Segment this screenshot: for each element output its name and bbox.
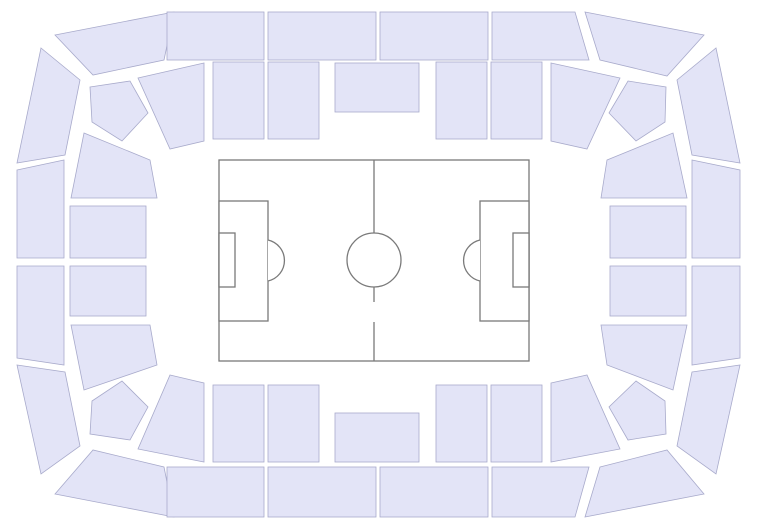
section-upper-top-corner-right[interactable] <box>584 11 705 77</box>
section-upper-bottom-2[interactable] <box>267 466 377 518</box>
section-upper-bottom-4[interactable] <box>491 466 590 518</box>
section-lower-top-3[interactable] <box>435 61 488 140</box>
section-lower-top-corner-left-b[interactable] <box>137 62 205 150</box>
section-lower-left-4[interactable] <box>70 324 158 391</box>
section-upper-right-4[interactable] <box>676 364 741 475</box>
centre-circle <box>346 232 402 288</box>
goal-area-right <box>512 232 530 288</box>
penalty-arc-left <box>267 239 286 282</box>
section-lower-top-corner-right-a[interactable] <box>608 80 667 142</box>
section-upper-left-2[interactable] <box>16 159 65 259</box>
section-lower-bottom-2[interactable] <box>267 384 320 463</box>
section-lower-bottom-4[interactable] <box>490 384 543 463</box>
section-lower-bottom-corner-left-a[interactable] <box>89 380 149 441</box>
section-upper-bottom-3[interactable] <box>379 466 489 518</box>
section-upper-top-corner-left[interactable] <box>54 11 175 76</box>
section-lower-left-1[interactable] <box>70 132 158 199</box>
section-upper-right-1[interactable] <box>676 47 741 164</box>
section-lower-bottom-corner-left-b[interactable] <box>137 374 205 463</box>
section-lower-right-2[interactable] <box>609 205 687 259</box>
section-lower-top-corner-left-a[interactable] <box>89 80 149 142</box>
section-upper-top-3[interactable] <box>379 11 489 61</box>
section-upper-right-3[interactable] <box>691 265 741 366</box>
section-lower-bottom-center[interactable] <box>334 412 420 463</box>
section-upper-top-1[interactable] <box>166 11 265 61</box>
section-lower-bottom-corner-right-a[interactable] <box>608 380 667 441</box>
section-lower-right-1[interactable] <box>600 132 688 199</box>
section-lower-bottom-corner-right-b[interactable] <box>550 374 621 463</box>
section-lower-left-3[interactable] <box>69 265 147 317</box>
section-lower-top-1[interactable] <box>212 61 265 140</box>
section-lower-left-2[interactable] <box>69 205 147 259</box>
section-lower-top-center[interactable] <box>334 62 420 113</box>
section-upper-left-1[interactable] <box>16 47 81 164</box>
section-upper-bottom-corner-left[interactable] <box>54 449 175 518</box>
section-lower-bottom-3[interactable] <box>435 384 488 463</box>
section-lower-right-3[interactable] <box>609 265 687 317</box>
section-upper-right-2[interactable] <box>691 159 741 259</box>
section-upper-left-4[interactable] <box>16 364 81 475</box>
goal-area-left <box>218 232 236 288</box>
section-lower-bottom-1[interactable] <box>212 384 265 463</box>
football-pitch <box>218 159 530 362</box>
section-lower-top-2[interactable] <box>267 61 320 140</box>
penalty-arc-right <box>462 239 481 282</box>
section-upper-top-2[interactable] <box>267 11 377 61</box>
section-lower-top-corner-right-b[interactable] <box>550 62 621 150</box>
section-upper-bottom-1[interactable] <box>166 466 265 518</box>
section-lower-top-4[interactable] <box>490 61 543 140</box>
section-lower-right-4[interactable] <box>600 324 688 391</box>
section-upper-left-3[interactable] <box>16 265 65 366</box>
section-upper-bottom-corner-right[interactable] <box>584 449 705 518</box>
section-upper-top-4[interactable] <box>491 11 590 61</box>
